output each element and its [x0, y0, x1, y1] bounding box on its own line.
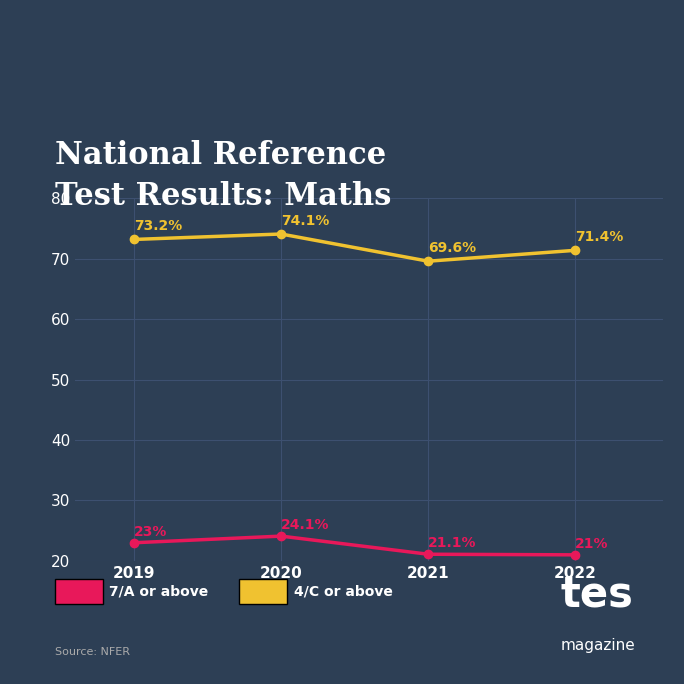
Text: 74.1%: 74.1%: [281, 214, 330, 228]
Text: National Reference: National Reference: [55, 140, 386, 171]
Text: 23%: 23%: [134, 525, 168, 538]
Text: 7/A or above: 7/A or above: [109, 585, 209, 598]
Text: Source: NFER: Source: NFER: [55, 646, 130, 657]
Text: tes: tes: [561, 574, 634, 616]
Text: 73.2%: 73.2%: [134, 220, 183, 233]
Text: 71.4%: 71.4%: [575, 231, 624, 244]
Text: 69.6%: 69.6%: [428, 241, 476, 255]
Text: 24.1%: 24.1%: [281, 518, 330, 532]
Text: Test Results: Maths: Test Results: Maths: [55, 181, 391, 212]
Text: magazine: magazine: [561, 638, 635, 653]
Text: 21%: 21%: [575, 537, 609, 551]
Text: 4/C or above: 4/C or above: [294, 585, 393, 598]
Text: 21.1%: 21.1%: [428, 536, 477, 550]
